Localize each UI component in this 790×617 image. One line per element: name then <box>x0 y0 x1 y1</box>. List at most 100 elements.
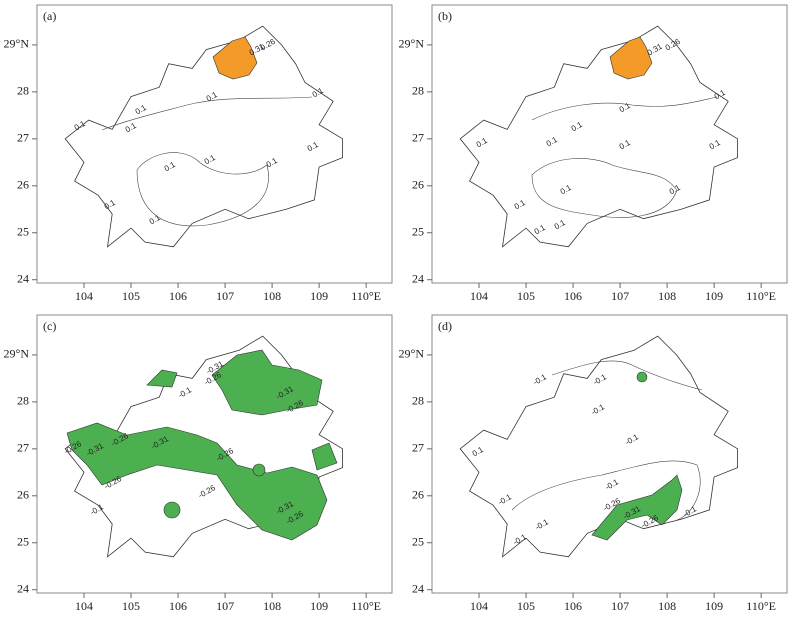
x-tick-label: 106 <box>169 289 187 303</box>
y-tick-label: 28 <box>412 394 424 408</box>
x-tick-label: 106 <box>169 599 187 613</box>
panel-label: (d) <box>438 319 452 333</box>
contour-line <box>531 96 718 121</box>
y-tick-label: 27 <box>17 441 29 455</box>
fill-region <box>146 369 178 388</box>
contour-line <box>531 158 678 218</box>
contour-label: -0.1 <box>604 477 621 492</box>
contour-label: 0.1 <box>553 218 568 232</box>
y-tick-label: 26 <box>412 178 424 192</box>
x-tick-label: 107 <box>216 289 234 303</box>
x-tick-label: 108 <box>263 289 281 303</box>
fill-region <box>609 36 653 80</box>
y-tick-label: 29°N <box>4 37 30 51</box>
y-tick-label: 24 <box>412 581 424 595</box>
contour-label: -0.1 <box>534 517 551 532</box>
contour-label: 0.1 <box>73 119 88 133</box>
x-tick-label: 104 <box>75 599 93 613</box>
contour-label: 0.31 <box>646 42 664 58</box>
contour-line <box>551 360 703 391</box>
fill-region <box>66 422 328 541</box>
y-tick-label: 28 <box>412 84 424 98</box>
x-tick-label: 107 <box>611 289 629 303</box>
y-tick-label: 26 <box>17 178 29 192</box>
contour-label: 0.26 <box>664 37 682 53</box>
contour-label: 0.1 <box>533 223 548 237</box>
x-tick-label: 107 <box>611 599 629 613</box>
y-tick-label: 29°N <box>4 347 30 361</box>
fill-region <box>163 501 181 519</box>
contour-label: 0.1 <box>265 156 280 170</box>
fill-region <box>211 349 323 416</box>
x-tick-label: 106 <box>564 289 582 303</box>
fill-region <box>212 36 258 80</box>
panel: (b) 104 105 106 107 108 109 110°E 24 25 26 27 28 29°N… <box>399 4 788 303</box>
x-tick-label: 108 <box>658 599 676 613</box>
x-tick-label: 105 <box>517 289 535 303</box>
contour-label: 0.1 <box>124 121 139 135</box>
y-tick-label: 27 <box>412 441 424 455</box>
contour-label: -0.1 <box>590 402 607 417</box>
fill-region <box>636 371 648 383</box>
x-tick-label: 110°E <box>746 289 776 303</box>
x-tick-label: 110°E <box>351 289 381 303</box>
x-tick-label: 104 <box>75 289 93 303</box>
x-tick-label: 109 <box>310 599 328 613</box>
x-tick-label: 110°E <box>746 599 776 613</box>
panel-label: (c) <box>43 319 56 333</box>
x-tick-label: 104 <box>470 599 488 613</box>
y-tick-label: 25 <box>412 225 424 239</box>
x-tick-label: 108 <box>263 599 281 613</box>
contour-label: 0.1 <box>148 213 163 227</box>
y-tick-label: 24 <box>17 271 29 285</box>
contour-label: 0.1 <box>163 160 178 174</box>
y-tick-label: 28 <box>17 394 29 408</box>
contour-label: -0.1 <box>89 502 106 517</box>
contour-label: -0.1 <box>532 372 549 387</box>
panel: (d) 104 105 106 107 108 109 110°E 24 25 26 27 28 29°N… <box>399 314 788 613</box>
contour-label: 0.1 <box>205 90 220 104</box>
panel: (a) 104 105 106 107 108 109 110°E 24 25 26 27 28 29°N… <box>4 4 393 303</box>
y-tick-label: 26 <box>412 488 424 502</box>
province-outline <box>459 335 738 558</box>
frame <box>36 4 393 284</box>
x-tick-label: 106 <box>564 599 582 613</box>
y-tick-label: 27 <box>412 131 424 145</box>
x-tick-label: 105 <box>517 599 535 613</box>
y-tick-label: 24 <box>412 271 424 285</box>
x-tick-label: 105 <box>122 289 140 303</box>
y-tick-label: 27 <box>17 131 29 145</box>
contour-label: 0.1 <box>668 183 683 197</box>
contour-label: 0.1 <box>134 103 149 117</box>
fill-region <box>591 474 683 541</box>
contour-label: -0.1 <box>497 492 514 507</box>
x-tick-label: 107 <box>216 599 234 613</box>
contour-label: 0.1 <box>708 138 723 152</box>
contour-line <box>101 96 313 131</box>
y-tick-label: 29°N <box>399 37 425 51</box>
province-outline <box>459 25 738 248</box>
panel: (c) 104 105 106 107 108 109 110°E 24 25 26 27 28 29°N… <box>4 314 393 613</box>
province-outline <box>64 25 343 248</box>
fill-region <box>252 463 266 477</box>
contour-label: 0.1 <box>471 445 486 459</box>
contour-label: -0.1 <box>624 432 641 447</box>
contour-label: 0.1 <box>618 138 633 152</box>
contour-label: 0.1 <box>618 101 633 115</box>
frame <box>431 314 788 594</box>
contour-label: -0.1 <box>177 385 194 400</box>
x-tick-label: 108 <box>658 289 676 303</box>
contour-label: 0.26 <box>259 37 277 53</box>
contour-label: 0.1 <box>103 198 118 212</box>
panel-label: (a) <box>43 9 56 23</box>
y-tick-label: 29°N <box>399 347 425 361</box>
y-tick-label: 24 <box>17 581 29 595</box>
x-tick-label: 109 <box>705 289 723 303</box>
x-tick-label: 105 <box>122 599 140 613</box>
contour-label: 0.1 <box>545 135 560 149</box>
contour-label: -0.26 <box>197 483 218 500</box>
contour-label: 0.1 <box>306 140 321 154</box>
contour-label: -0.1 <box>512 532 529 547</box>
y-tick-label: 28 <box>17 84 29 98</box>
